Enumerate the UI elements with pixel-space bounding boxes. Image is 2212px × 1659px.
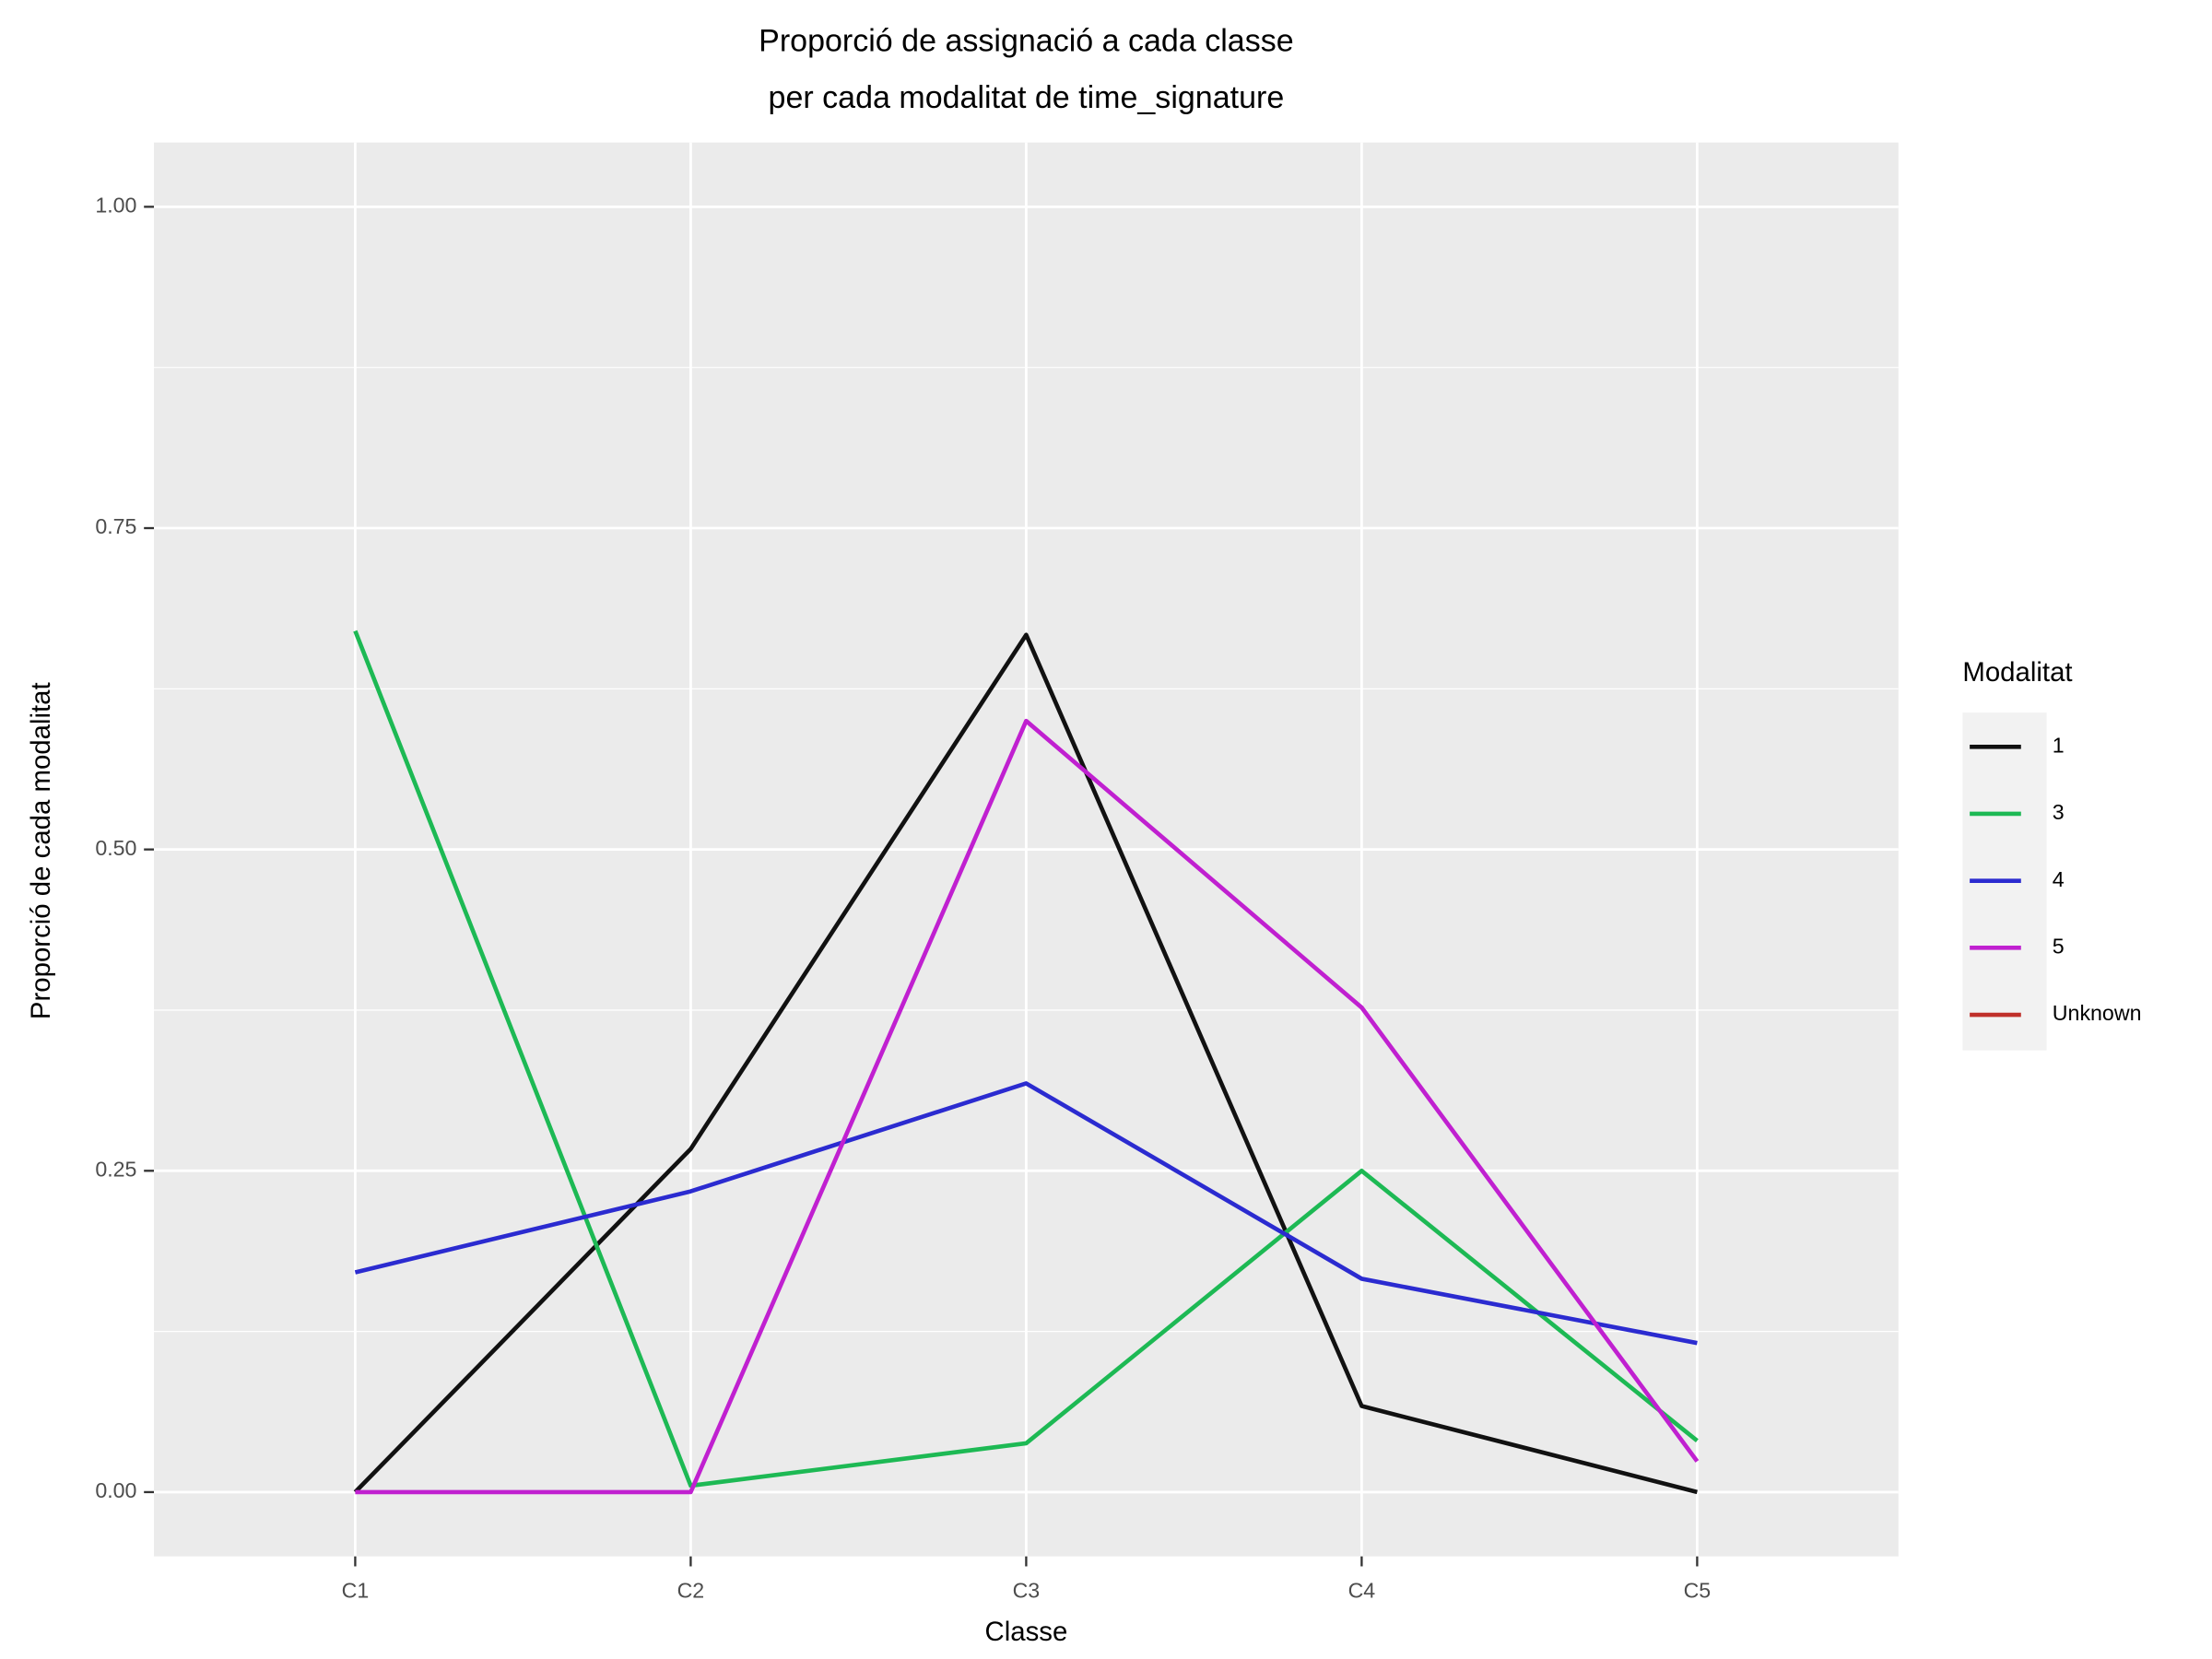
- legend-label: Unknown: [2053, 1001, 2142, 1025]
- legend-title: Modalitat: [1962, 657, 2072, 688]
- x-tick-label: C2: [677, 1578, 705, 1602]
- x-tick-label: C5: [1684, 1578, 1712, 1602]
- chart-title: per cada modalitat de time_signature: [769, 80, 1285, 115]
- legend-label: 1: [2053, 733, 2065, 757]
- y-tick-label: 0.00: [95, 1478, 136, 1502]
- legend-label: 4: [2053, 867, 2065, 891]
- y-tick-label: 0.50: [95, 836, 136, 860]
- series-line: [353, 632, 1698, 1495]
- y-tick-label: 0.75: [95, 514, 136, 538]
- series-line: [353, 629, 1699, 1488]
- x-axis-title: Classe: [985, 1617, 1068, 1647]
- x-tick-label: C1: [342, 1578, 370, 1602]
- series-line: [355, 718, 1700, 1495]
- x-tick-label: C3: [1013, 1578, 1041, 1602]
- chart-title: Proporció de assignació a cada classe: [759, 23, 1294, 58]
- x-tick-label: C4: [1348, 1578, 1376, 1602]
- legend-label: 3: [2053, 800, 2065, 824]
- series-line: [354, 1081, 1698, 1346]
- y-tick-label: 0.25: [95, 1157, 136, 1181]
- y-axis-title: Proporció de cada modalitat: [26, 682, 56, 1019]
- y-tick-label: 1.00: [95, 193, 136, 217]
- legend-label: 5: [2053, 934, 2065, 958]
